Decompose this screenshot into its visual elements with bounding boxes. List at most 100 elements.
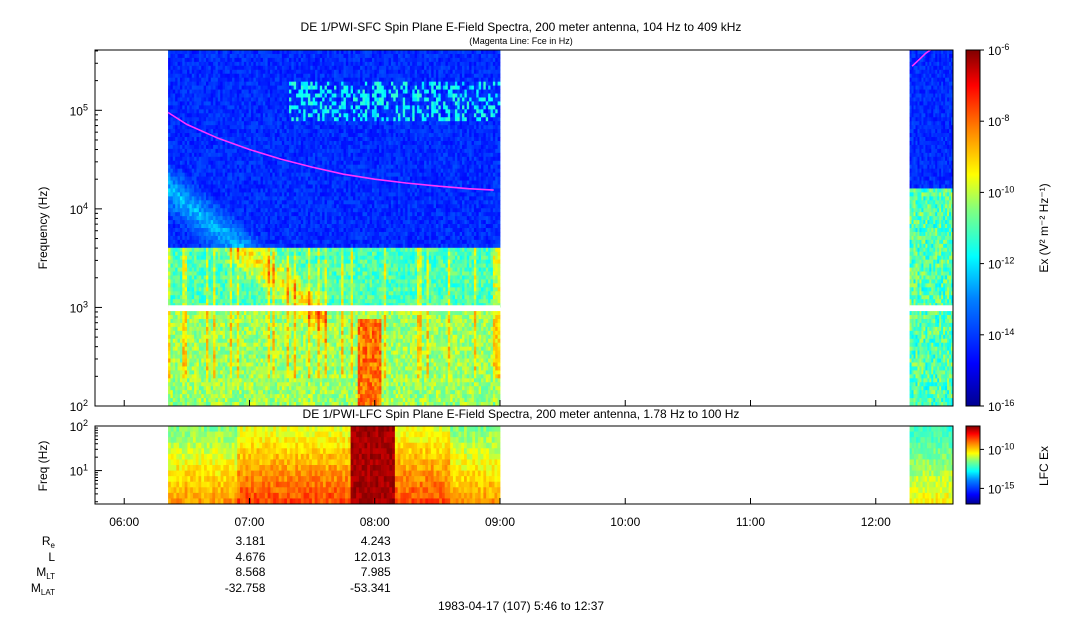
spectrogram-cell [213,152,216,158]
spectrogram-cell [296,259,299,264]
spectrogram-cell [232,311,235,316]
spectrogram-cell [179,235,183,241]
spectrogram-cell [191,129,195,134]
spectrogram-cell [179,259,183,264]
spectrogram-cell [222,156,226,162]
spectrogram-cell [236,69,240,75]
spectrogram-cell [232,350,235,355]
spectrogram-cell [170,275,174,280]
spectrogram-cell [189,172,193,177]
spectrogram-cell [262,156,266,162]
spectrogram-cell [191,50,195,55]
spectrogram-cell [217,358,221,363]
spectrogram-cell [175,89,178,94]
spectrogram-cell [184,235,188,241]
spectrogram-cell [265,231,269,237]
spectrogram-cell [267,247,271,253]
spectrogram-cell [272,382,276,387]
spectrogram-cell [265,350,269,355]
spectrogram-cell [232,267,235,272]
spectrogram-cell [241,156,245,162]
spectrogram-cell [172,85,176,90]
spectrogram-cell [246,164,250,170]
spectrogram-cell [232,291,235,296]
spectrogram-cell [168,129,171,134]
spectrogram-cell [248,93,252,98]
spectrogram-cell [206,354,209,359]
spectrogram-cell [251,402,254,406]
spectrogram-cell [170,224,174,229]
spectrogram-cell [210,350,214,355]
spectrogram-cell [270,188,273,193]
spectrogram-cell [210,180,214,185]
spectrogram-cell [241,208,245,213]
spectrogram-cell [201,311,205,316]
spectrogram-cell [274,188,278,193]
spectrogram-cell [248,216,252,221]
spectrogram-cell [293,133,297,138]
spectrogram-cell [196,89,200,94]
spectrogram-cell [288,89,292,94]
spectrogram-cell [281,125,285,130]
spectrogram-cell [206,172,209,177]
spectrogram-cell [270,398,273,403]
spectrogram-cell [267,137,271,142]
spectrogram-cell [217,180,221,185]
spectrogram-cell [217,176,221,181]
spectrogram-cell [298,322,302,328]
spectrogram-cell [196,311,200,316]
spectrogram-cell [291,216,295,221]
spectrogram-cell [248,330,252,336]
spectrogram-cell [253,89,257,94]
spectrogram-cell [281,160,285,166]
spectrogram-cell [217,271,221,276]
spectrogram-cell [170,318,174,324]
spectrogram-cell [262,73,266,79]
spectrogram-cell [241,196,245,201]
spectrogram-cell [298,57,302,63]
spectrogram-cell [277,318,280,324]
spectrogram-cell [239,390,242,395]
spectrogram-cell [201,239,205,245]
spectrogram-cell [172,231,176,237]
spectrogram-cell [222,113,226,118]
spectrogram-cell [251,231,254,237]
spectrogram-cell [217,109,221,114]
spectrogram-cell [265,382,269,387]
spectrogram-cell [191,224,195,229]
spectrogram-cell [277,390,280,395]
spectrogram-cell [215,81,219,86]
spectrogram-cell [296,322,299,328]
spectrogram-cell [224,402,228,406]
spectrogram-cell [248,382,252,387]
spectrogram-cell [253,243,257,249]
spectrogram-cell [208,398,212,403]
spectrogram-cell [251,168,254,174]
spectrogram-cell [260,160,264,166]
spectrogram-cell [194,208,197,213]
spectrogram-cell [208,85,212,90]
spectrogram-cell [239,180,242,185]
spectrogram-cell [234,196,238,201]
spectrogram-cell [206,251,209,257]
spectrogram-cell [201,295,205,300]
spectrogram-cell [243,144,247,150]
spectrogram-cell [241,172,245,177]
spectrogram-cell [196,172,200,177]
spectrogram-cell [277,97,280,102]
spectrogram-cell [217,152,221,158]
spectrogram-cell [288,125,292,130]
spectrogram-cell [288,239,292,245]
spectrogram-cell [172,247,176,253]
spectrogram-cell [217,299,221,304]
spectrogram-cell [201,315,205,320]
spectrogram-cell [267,50,271,55]
spectrogram-cell [224,101,228,106]
spectrogram-cell [243,77,247,83]
spectrogram-cell [222,220,226,225]
spectrogram-cell [279,346,283,352]
spectrogram-cell [267,346,271,352]
spectrogram-cell [239,263,242,268]
spectrogram-cell [182,164,186,170]
spectrogram-cell [194,129,197,134]
